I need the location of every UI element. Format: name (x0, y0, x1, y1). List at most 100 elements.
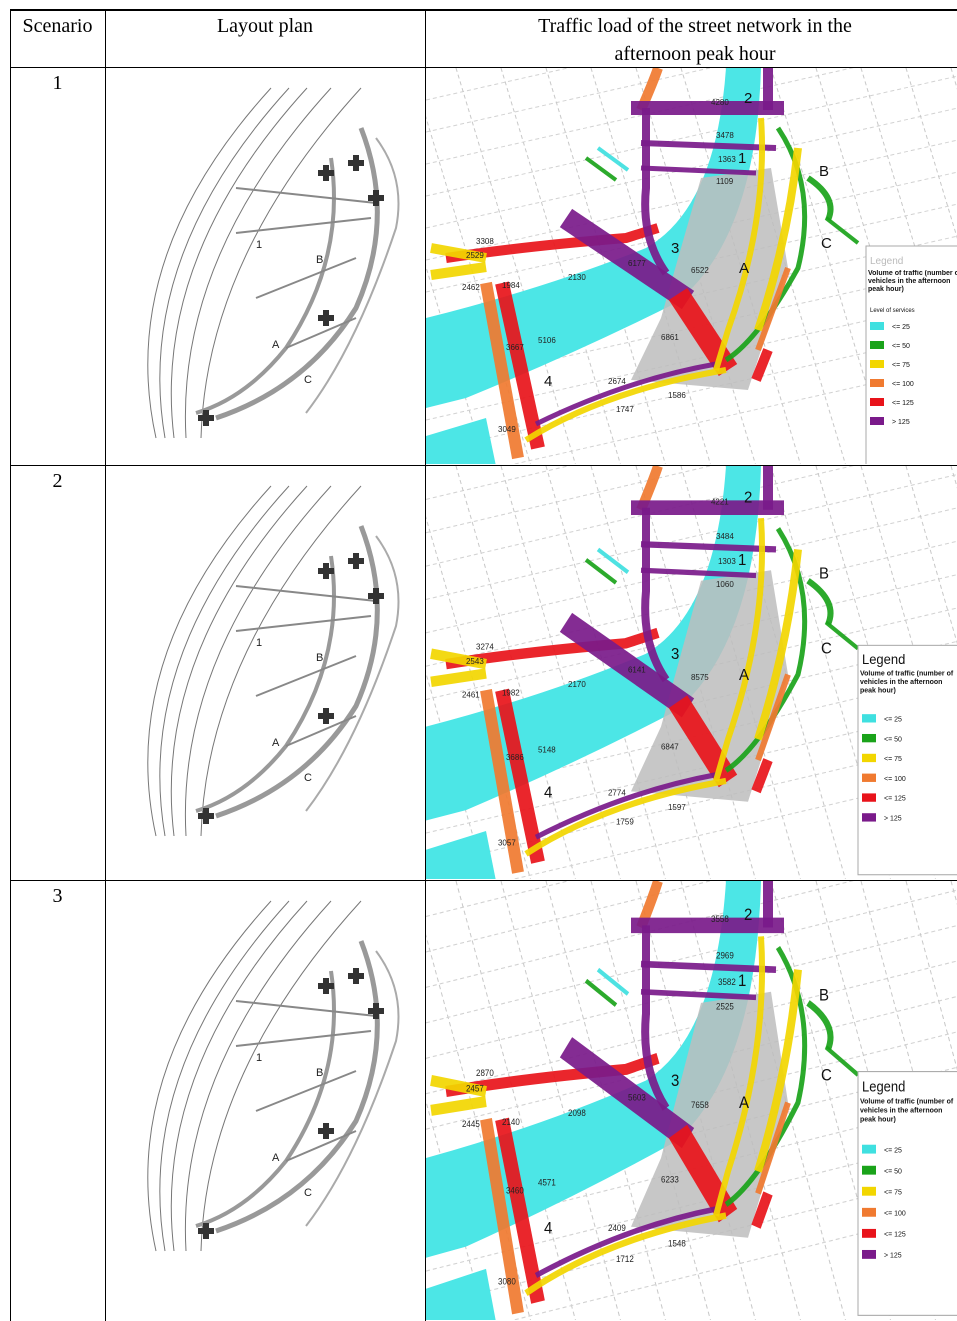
plan-junction (368, 190, 384, 206)
scenario-number: 2 (10, 467, 105, 495)
road-label: 2 (744, 90, 752, 107)
plan-junction (368, 1003, 384, 1019)
traffic-volume: 5603 (628, 1092, 646, 1102)
traffic-volume: 4571 (538, 1177, 556, 1187)
legend-subheading: Level of services (870, 308, 915, 314)
road-label: C (821, 1067, 832, 1085)
layout-plan: 1BAC (148, 901, 399, 1251)
road-label: 1 (738, 973, 747, 991)
minor-street (426, 890, 957, 1023)
traffic-volume: 6847 (661, 742, 679, 751)
river (426, 418, 496, 464)
legend-entry: <= 100 (892, 381, 914, 388)
traffic-volume: 5148 (538, 746, 556, 755)
road-label: C (821, 235, 832, 252)
road-load (598, 970, 628, 994)
traffic-volume: 4280 (711, 98, 729, 107)
legend-title: Legend (862, 1079, 905, 1095)
scenario-number: 3 (10, 882, 105, 910)
traffic-volume: 3274 (476, 642, 494, 651)
traffic-volume: 1984 (502, 281, 520, 290)
legend: Legend Volume of traffic (number of vehic… (858, 645, 957, 874)
road-label: B (819, 565, 829, 582)
plan-street (160, 88, 289, 438)
traffic-volume: 5106 (538, 336, 556, 345)
legend-heading: Volume of traffic (number of vehicles in… (860, 1098, 957, 1125)
legend-heading: Volume of traffic (number of vehicles in… (860, 670, 957, 695)
road-load (598, 148, 628, 170)
traffic-volume: 2457 (466, 1083, 484, 1093)
map: 2134ABC422134841303106085756847514836862… (426, 466, 957, 879)
plan-street (236, 1031, 371, 1046)
legend: Legend Volume of traffic (number of vehic… (866, 246, 957, 464)
legend-swatch (870, 379, 884, 387)
road-label: 3 (671, 240, 679, 257)
traffic-volume: 2774 (608, 788, 626, 797)
plan-junction (368, 588, 384, 604)
legend-entry: > 125 (884, 814, 902, 822)
legend-heading-box: Volume of traffic (number of vehicles in… (868, 270, 957, 306)
traffic-volume: 1303 (718, 557, 736, 566)
plan-street (216, 941, 377, 1231)
traffic-volume: 1109 (716, 177, 734, 186)
legend-entry: <= 50 (884, 735, 902, 743)
road-label: C (821, 640, 832, 657)
plan-street (148, 486, 271, 836)
plan-junction (348, 155, 364, 171)
traffic-volume: 1597 (668, 803, 686, 812)
traffic-volume: 3460 (506, 1185, 524, 1195)
minor-street (426, 474, 957, 599)
traffic-volume: 6177 (628, 259, 646, 268)
legend-title: Legend (870, 256, 903, 267)
plan-junction (318, 310, 334, 326)
traffic-volume: 2130 (568, 273, 586, 282)
traffic-volume: 2461 (462, 690, 480, 699)
plan-label: C (304, 374, 312, 386)
traffic-volume: 3308 (476, 237, 494, 246)
traffic-volume: 2409 (608, 1223, 626, 1233)
header-cell: Traffic load of the street network in th… (530, 12, 860, 68)
road-label: A (739, 260, 749, 277)
traffic-volume: 1363 (718, 155, 736, 164)
legend-swatch (870, 360, 884, 368)
road-label: 3 (671, 1072, 680, 1090)
legend-entry: <= 100 (884, 775, 906, 783)
traffic-volume: 2870 (476, 1068, 494, 1078)
traffic-volume: 3484 (716, 532, 734, 541)
road-label: 2 (744, 489, 752, 506)
plan-street (148, 901, 271, 1251)
legend-entry: <= 100 (884, 1208, 906, 1217)
road-label: A (739, 666, 750, 683)
plan-street (256, 258, 356, 298)
plan-street (256, 656, 356, 696)
road-label: A (739, 1094, 749, 1112)
plan-label: B (316, 254, 323, 266)
legend-swatch (870, 417, 884, 425)
plan-street (236, 218, 371, 233)
road-load (808, 581, 831, 625)
plan-street (160, 486, 289, 836)
road-label: 1 (738, 150, 746, 167)
plan-label: B (316, 1067, 323, 1079)
road-load (808, 178, 831, 220)
river (426, 831, 496, 879)
traffic-volume: 6233 (661, 1174, 679, 1184)
plan-street (148, 88, 271, 438)
road-label: 2 (744, 906, 752, 924)
legend-swatch (862, 734, 876, 742)
plan-street (236, 616, 371, 631)
traffic-volume: 3582 (718, 977, 736, 987)
road-load (808, 1003, 831, 1050)
road-label: 1 (738, 552, 746, 569)
river (426, 1269, 496, 1320)
traffic-volume: 2170 (568, 680, 586, 689)
traffic-volume: 2445 (462, 1119, 480, 1129)
map: 2134ABC355829693582252576586233457134602… (426, 881, 957, 1320)
plan-street (216, 526, 377, 816)
plan-label: C (304, 772, 312, 784)
legend-title: Legend (862, 652, 905, 667)
legend-entry: > 125 (884, 1250, 902, 1259)
legend-heading: Volume of traffic (number of vehicles in… (868, 270, 957, 294)
traffic-map: 2134ABC428034781363110965226861510636672… (426, 68, 957, 464)
legend-swatch (862, 1187, 876, 1196)
